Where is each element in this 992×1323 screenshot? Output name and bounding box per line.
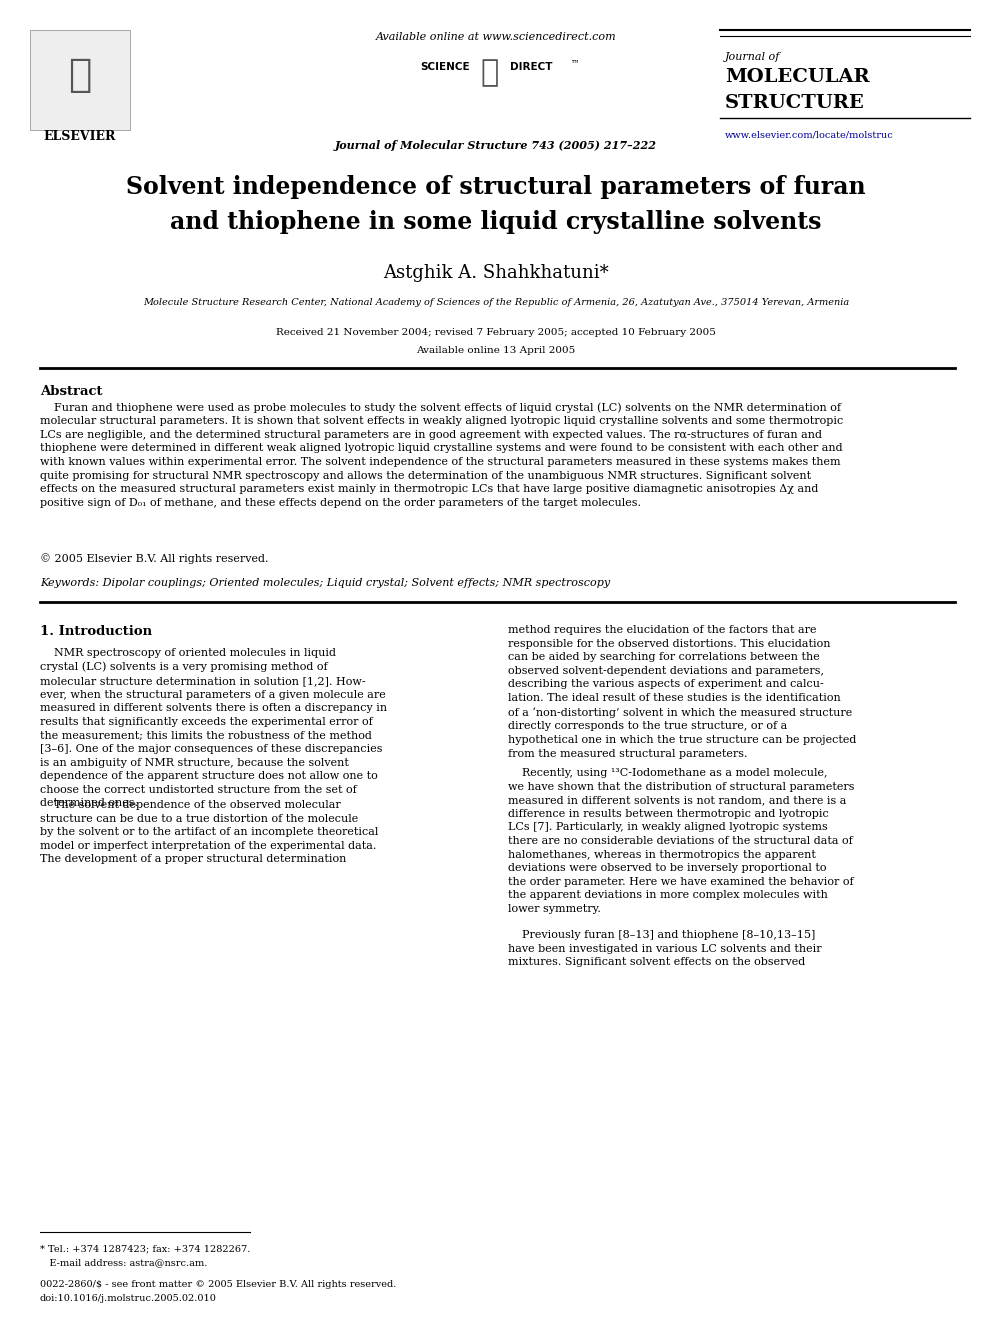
Text: Journal of Molecular Structure 743 (2005) 217–222: Journal of Molecular Structure 743 (2005… <box>335 140 657 151</box>
Text: Keywords: Dipolar couplings; Oriented molecules; Liquid crystal; Solvent effects: Keywords: Dipolar couplings; Oriented mo… <box>40 578 610 587</box>
Text: ™: ™ <box>570 60 578 67</box>
Text: Astghik A. Shahkhatuni*: Astghik A. Shahkhatuni* <box>383 265 609 282</box>
Text: Received 21 November 2004; revised 7 February 2005; accepted 10 February 2005: Received 21 November 2004; revised 7 Feb… <box>276 328 716 337</box>
Text: Furan and thiophene were used as probe molecules to study the solvent effects of: Furan and thiophene were used as probe m… <box>40 402 843 508</box>
Text: 0022-2860/$ - see front matter © 2005 Elsevier B.V. All rights reserved.: 0022-2860/$ - see front matter © 2005 El… <box>40 1279 397 1289</box>
Text: method requires the elucidation of the factors that are
responsible for the obse: method requires the elucidation of the f… <box>508 624 856 758</box>
Text: Recently, using ¹³C-Iodomethane as a model molecule,
we have shown that the dist: Recently, using ¹³C-Iodomethane as a mod… <box>508 767 854 914</box>
Text: and thiophene in some liquid crystalline solvents: and thiophene in some liquid crystalline… <box>171 210 821 234</box>
Text: DIRECT: DIRECT <box>510 62 553 71</box>
Text: ⓓ: ⓓ <box>481 58 499 87</box>
Text: © 2005 Elsevier B.V. All rights reserved.: © 2005 Elsevier B.V. All rights reserved… <box>40 553 269 564</box>
Text: www.elsevier.com/locate/molstruc: www.elsevier.com/locate/molstruc <box>725 130 894 139</box>
Text: SCIENCE: SCIENCE <box>420 62 469 71</box>
Bar <box>30 30 130 130</box>
Text: Molecule Structure Research Center, National Academy of Sciences of the Republic: Molecule Structure Research Center, Nati… <box>143 298 849 307</box>
Text: STRUCTURE: STRUCTURE <box>725 94 865 112</box>
Text: Available online 13 April 2005: Available online 13 April 2005 <box>417 347 575 355</box>
Text: E-mail address: astra@nsrc.am.: E-mail address: astra@nsrc.am. <box>40 1258 207 1267</box>
Text: * Tel.: +374 1287423; fax: +374 1282267.: * Tel.: +374 1287423; fax: +374 1282267. <box>40 1244 250 1253</box>
Text: MOLECULAR: MOLECULAR <box>725 67 870 86</box>
Text: doi:10.1016/j.molstruc.2005.02.010: doi:10.1016/j.molstruc.2005.02.010 <box>40 1294 217 1303</box>
Text: Previously furan [8–13] and thiophene [8–10,13–15]
have been investigated in var: Previously furan [8–13] and thiophene [8… <box>508 930 821 967</box>
Text: The solvent dependence of the observed molecular
structure can be due to a true : The solvent dependence of the observed m… <box>40 800 378 864</box>
Text: Available online at www.sciencedirect.com: Available online at www.sciencedirect.co… <box>376 32 616 42</box>
Text: 🌲: 🌲 <box>68 56 91 94</box>
Text: Solvent independence of structural parameters of furan: Solvent independence of structural param… <box>126 175 866 198</box>
Text: NMR spectroscopy of oriented molecules in liquid
crystal (LC) solvents is a very: NMR spectroscopy of oriented molecules i… <box>40 648 387 808</box>
Text: 1. Introduction: 1. Introduction <box>40 624 152 638</box>
Text: ELSEVIER: ELSEVIER <box>44 130 116 143</box>
Text: Abstract: Abstract <box>40 385 102 398</box>
Text: Journal of: Journal of <box>725 52 781 62</box>
